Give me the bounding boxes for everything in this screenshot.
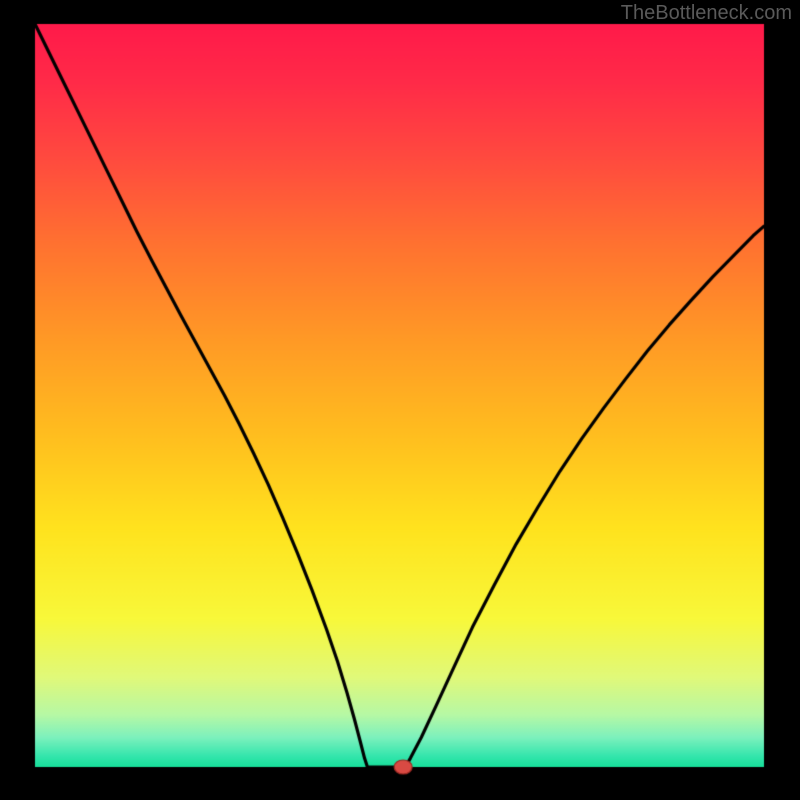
bottleneck-chart (0, 0, 800, 800)
watermark-text: TheBottleneck.com (621, 2, 792, 25)
